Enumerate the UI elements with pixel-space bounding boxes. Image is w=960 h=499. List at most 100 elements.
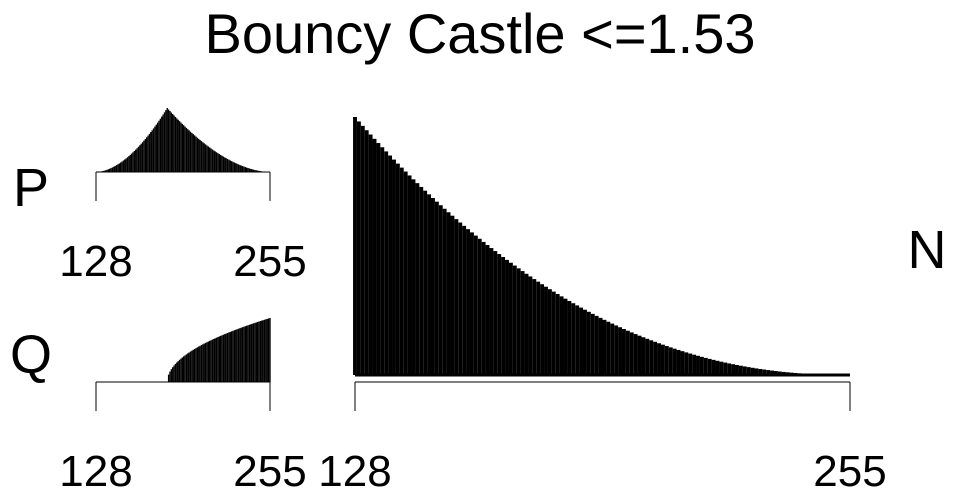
bar-n-138	[392, 159, 396, 375]
panel-p-tick-label-end: 255	[233, 237, 306, 286]
bar-n-162	[485, 245, 490, 375]
bar-p-143	[115, 165, 118, 172]
bar-q-236	[243, 326, 245, 382]
bar-q-221	[222, 334, 225, 382]
bar-n-152	[446, 212, 451, 375]
bar-n-146	[423, 190, 428, 375]
bar-n-135	[380, 147, 385, 375]
bar-n-140	[399, 167, 404, 375]
bar-n-192	[602, 319, 607, 375]
panel-n-tick-label-end: 255	[813, 447, 886, 496]
bar-n-227	[738, 365, 743, 375]
bar-q-255	[269, 318, 271, 382]
bar-p-212	[210, 148, 212, 172]
bar-q-241	[250, 324, 252, 382]
bar-n-183	[567, 300, 572, 375]
bar-p-144	[117, 164, 119, 172]
bar-q-181	[167, 374, 170, 382]
bar-q-234	[240, 327, 242, 382]
bar-q-220	[221, 335, 223, 382]
bar-n-185	[575, 305, 580, 375]
bar-p-173	[156, 122, 159, 172]
bar-p-159	[137, 146, 140, 172]
bar-p-226	[229, 160, 231, 172]
bar-p-179	[165, 110, 167, 172]
bar-p-241	[250, 168, 252, 172]
panel-p-bars	[96, 108, 268, 172]
bar-n-175	[536, 281, 541, 375]
bar-q-188	[177, 361, 179, 382]
bar-n-137	[388, 155, 393, 375]
panel-q-bars	[167, 318, 271, 382]
bar-p-145	[118, 163, 120, 172]
bar-p-193	[184, 126, 186, 172]
bar-p-187	[176, 118, 178, 172]
bar-p-183	[170, 112, 173, 172]
bar-n-151	[442, 208, 447, 375]
bar-q-208	[204, 342, 207, 382]
bar-p-150	[125, 158, 127, 172]
bar-p-203	[198, 138, 200, 172]
bar-q-187	[176, 362, 178, 382]
bar-n-215	[692, 354, 697, 375]
bar-n-166	[501, 256, 506, 375]
bar-q-253	[266, 318, 268, 382]
bar-n-224	[727, 363, 732, 375]
bar-p-175	[159, 118, 162, 172]
bar-p-142	[114, 165, 116, 172]
bar-n-133	[372, 138, 377, 375]
bar-p-155	[132, 152, 134, 172]
bar-p-149	[124, 159, 126, 172]
bar-q-199	[192, 349, 194, 382]
bar-q-238	[246, 325, 248, 382]
bar-p-177	[162, 114, 164, 172]
bar-q-203	[198, 346, 200, 382]
bar-n-145	[419, 186, 424, 375]
bar-n-228	[742, 366, 747, 375]
bar-p-232	[237, 164, 240, 172]
bar-n-234	[766, 370, 771, 375]
bar-n-202	[641, 337, 646, 375]
bar-p-171	[154, 126, 156, 172]
bar-p-190	[180, 122, 182, 172]
bar-n-163	[489, 248, 494, 375]
panel-q-tick-label-start: 128	[59, 447, 132, 496]
bar-p-147	[121, 161, 123, 172]
bar-q-239	[247, 325, 249, 382]
bar-q-195	[187, 353, 189, 382]
panel-n-label: N	[908, 220, 947, 280]
bar-n-230	[750, 367, 755, 375]
bar-p-157	[135, 149, 137, 172]
bar-q-185	[173, 365, 175, 382]
bar-n-217	[699, 356, 704, 375]
bar-q-229	[233, 330, 236, 382]
bar-n-156	[462, 225, 467, 375]
bar-n-148	[431, 198, 435, 375]
bar-n-174	[532, 279, 537, 375]
bar-p-224	[226, 158, 229, 172]
bar-q-209	[206, 342, 208, 382]
bar-n-170	[516, 268, 521, 375]
bar-p-180	[166, 108, 168, 172]
bar-q-245	[255, 322, 257, 382]
bar-p-221	[222, 156, 225, 172]
bar-p-137	[107, 169, 110, 172]
bar-n-136	[384, 151, 389, 375]
bar-n-220	[711, 359, 716, 375]
bar-n-203	[645, 338, 650, 375]
bar-n-164	[493, 251, 498, 375]
bar-p-210	[207, 146, 210, 172]
bar-n-212	[680, 351, 685, 375]
bar-p-211	[209, 147, 211, 172]
bar-p-152	[128, 156, 130, 172]
panel-q-label: Q	[10, 325, 52, 385]
bar-q-194	[185, 354, 188, 382]
bar-n-161	[481, 241, 486, 375]
bar-n-198	[625, 330, 630, 375]
bar-q-226	[229, 331, 231, 382]
bar-p-237	[244, 167, 247, 172]
bar-p-209	[206, 145, 208, 172]
panel-q-tick-label-end: 255	[233, 447, 306, 496]
bar-p-215	[214, 151, 216, 172]
